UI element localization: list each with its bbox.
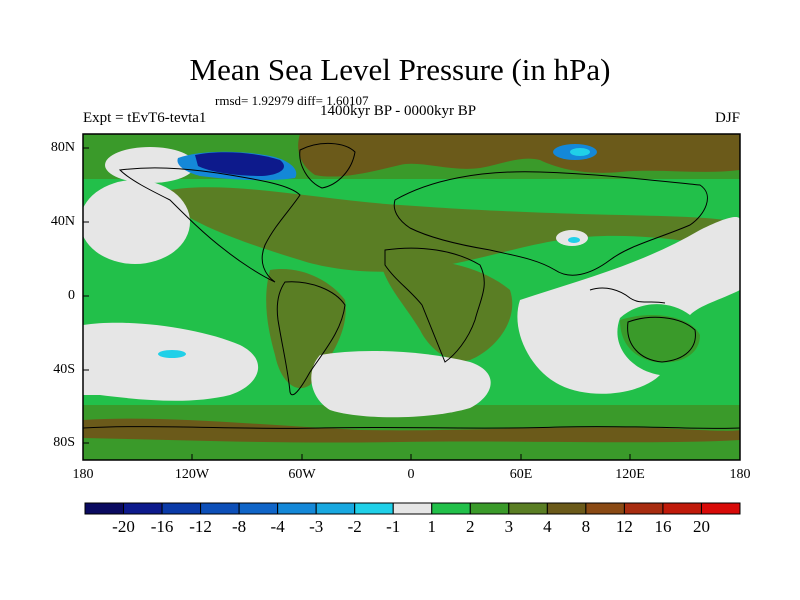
colorbar-label: -12 (189, 517, 212, 536)
colorbar-swatch (662, 502, 702, 515)
colorbar (84, 502, 741, 515)
colorbar-swatch (200, 502, 240, 515)
colorbar-label: 3 (504, 517, 514, 536)
coast-antarctica (83, 426, 740, 429)
map-title: Mean Sea Level Pressure (in hPa) (189, 52, 611, 87)
lat-tick-label: 40S (53, 362, 75, 377)
field-white-east-pacific (83, 322, 259, 401)
colorbar-swatch (84, 502, 125, 515)
lon-tick-label: 120W (174, 467, 210, 482)
colorbar-swatch (161, 502, 202, 515)
map-fields (83, 134, 740, 460)
lat-tick-label: 80N (50, 140, 75, 155)
lat-tick-label: 80S (53, 435, 75, 450)
coast-greenland (299, 143, 356, 189)
colorbar-swatch (315, 502, 356, 515)
field-white-north-pacific (83, 180, 190, 264)
colorbar-label: -3 (309, 517, 324, 536)
colorbar-swatch (277, 502, 317, 515)
lon-tick-label: 180 (729, 467, 751, 482)
colorbar-label: -2 (347, 517, 362, 536)
lat-tick-label: 40N (50, 214, 75, 229)
stats-text: rmsd= 1.92979 diff= 1.60107 (215, 93, 369, 108)
field-cyan-asia (568, 237, 580, 243)
colorbar-swatch (469, 502, 510, 515)
colorbar-label: 2 (466, 517, 475, 536)
colorbar-swatch (392, 502, 433, 515)
colorbar-swatch (546, 502, 587, 515)
lon-tick-label: 120E (615, 467, 645, 482)
coast-north-america (118, 167, 301, 283)
lat-tick-label: 0 (68, 288, 75, 303)
field-brown-arctic (298, 134, 740, 177)
coastlines (83, 143, 740, 429)
field-brown-south (83, 418, 740, 443)
lon-tick-label: 60W (288, 467, 316, 482)
experiment-label: Expt = tEvT6-tevta1 (83, 110, 207, 126)
colorbar-label: -8 (232, 517, 247, 536)
colorbar-swatch (700, 502, 741, 515)
coast-eurasia (393, 171, 708, 276)
axis-ticks (83, 147, 631, 460)
coast-australia (627, 316, 696, 363)
lon-tick-label: 60E (509, 467, 533, 482)
colorbar-label: 1 (427, 517, 437, 536)
period-label: 1400kyr BP - 0000kyr BP (320, 103, 477, 119)
colorbar-swatch (123, 502, 163, 515)
colorbar-label: 8 (581, 517, 591, 536)
colorbar-swatch (431, 502, 471, 515)
field-white-south-atlantic (311, 350, 491, 418)
colorbar-swatch (238, 502, 279, 515)
field-darkblue-canada (195, 152, 284, 176)
colorbar-label: 16 (654, 517, 672, 536)
coast-south-america (276, 281, 346, 396)
field-olive-australia (620, 315, 700, 363)
field-olive-africa (380, 258, 513, 361)
colorbar-label: 4 (543, 517, 552, 536)
colorbar-swatch (508, 502, 548, 515)
coast-indonesia (589, 287, 666, 304)
colorbar-label: -1 (386, 517, 401, 536)
colorbar-label: 12 (615, 517, 633, 536)
lon-tick-label: 180 (72, 467, 94, 482)
season-label: DJF (714, 110, 740, 126)
field-white-indian-pacific (517, 217, 740, 394)
colorbar-swatch (354, 502, 394, 515)
colorbar-label: -16 (150, 517, 174, 536)
coast-africa (384, 247, 485, 363)
field-cyan-south-pacific (158, 350, 186, 358)
colorbar-label: -4 (270, 517, 285, 536)
field-cyan-siberia (570, 148, 590, 156)
colorbar-label: 20 (692, 517, 710, 536)
field-white-north-canada (105, 147, 195, 183)
colorbar-swatch (623, 502, 664, 515)
colorbar-swatch (585, 502, 625, 515)
lon-tick-label: 0 (407, 467, 415, 482)
field-olive-north-atlantic (170, 187, 740, 272)
colorbar-label: -20 (112, 517, 135, 536)
